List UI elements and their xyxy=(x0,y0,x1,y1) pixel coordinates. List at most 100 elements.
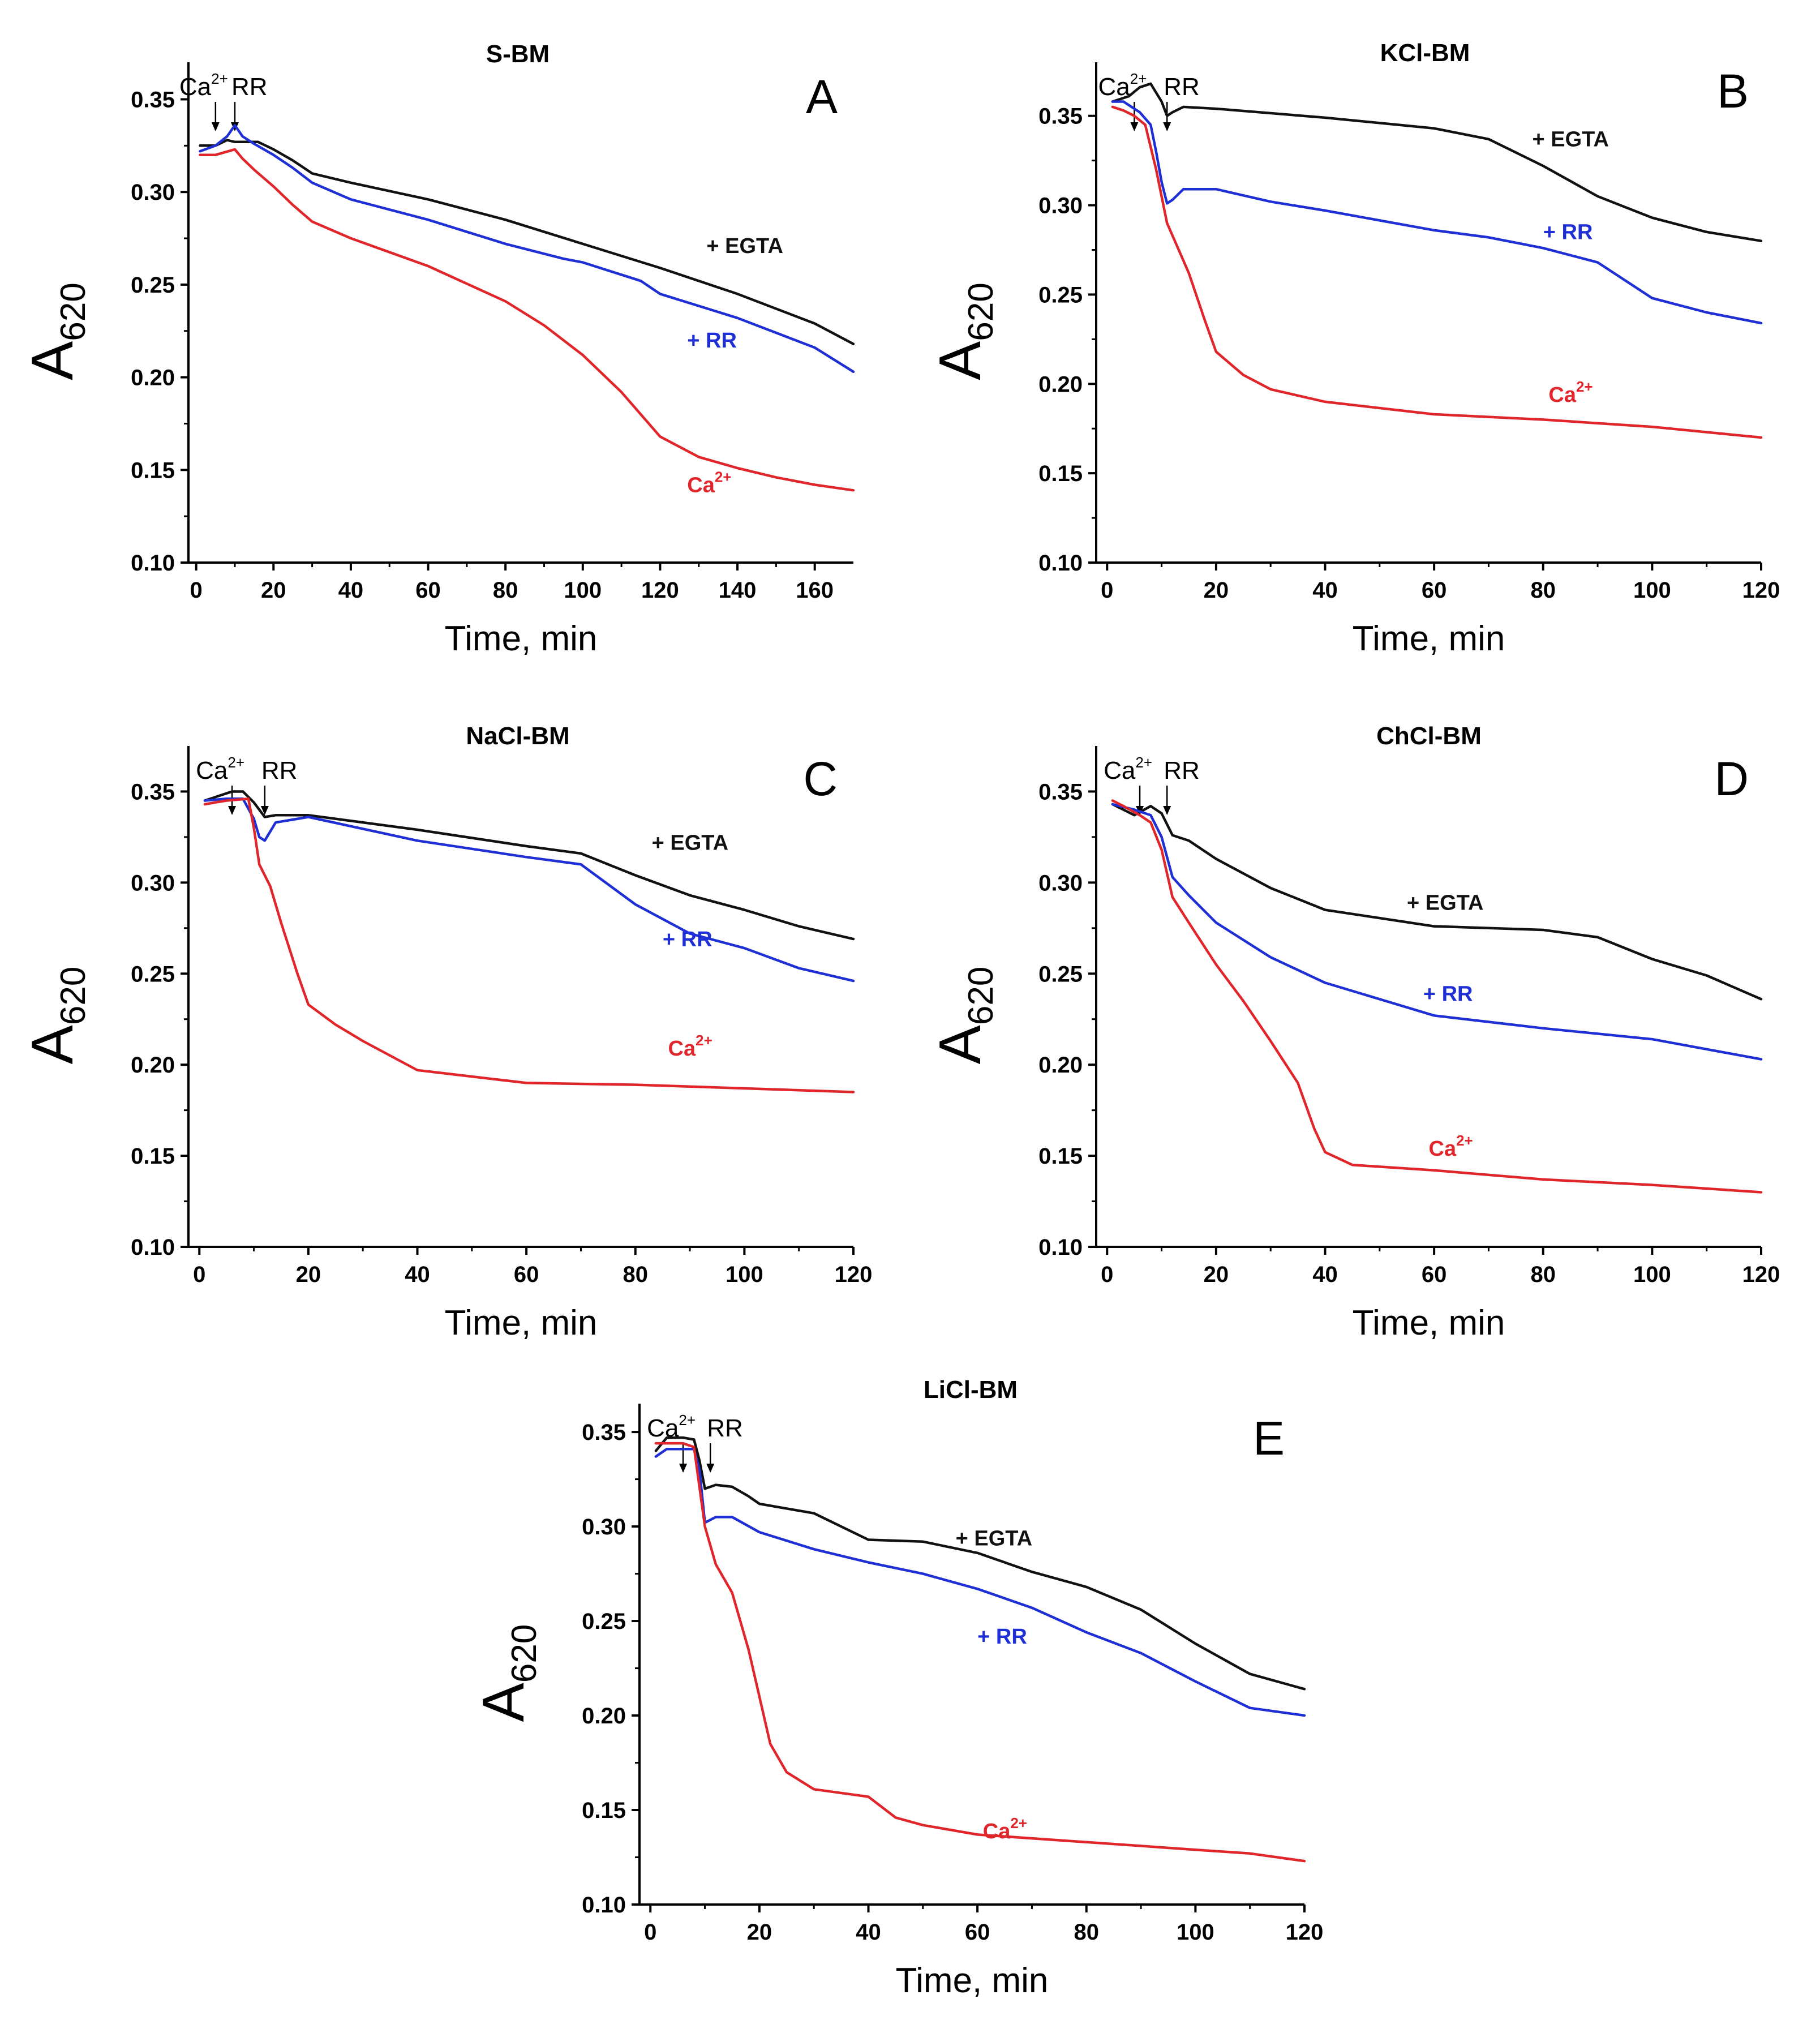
series-line-rr xyxy=(1111,803,1763,1061)
marker-label: Ca2+ xyxy=(1104,754,1152,784)
series-line-egta xyxy=(1111,82,1763,242)
x-tick-label: 100 xyxy=(564,578,602,603)
y-tick-label: 0.20 xyxy=(1038,372,1083,397)
panel-a: 0 20 40 60 80 100 120 140 160 0.10 0.15 0.20 0.25 0.3… xyxy=(20,40,855,658)
marker-arrow-head xyxy=(706,1464,715,1473)
y-axis-subscript: 620 xyxy=(961,282,1001,341)
series-line-egta xyxy=(199,139,855,345)
x-tick-label: 0 xyxy=(644,1920,656,1945)
series-label-rr: + RR xyxy=(1423,983,1473,1006)
x-tick-label: 20 xyxy=(1204,578,1229,603)
x-tick-label: 160 xyxy=(796,578,834,603)
y-tick-label: 0.25 xyxy=(1038,282,1083,307)
y-tick-label: 0.35 xyxy=(131,779,175,804)
series-label-ca: Ca2+ xyxy=(1429,1132,1473,1161)
series-label-egta: + EGTA xyxy=(706,234,783,258)
x-axis-title: Time, min xyxy=(896,1961,1049,2000)
y-tick-label: 0.25 xyxy=(131,273,175,298)
series-label-sup: 2+ xyxy=(1576,378,1593,395)
y-axis-title: A620 xyxy=(928,282,1001,380)
chart-title: KCl-BM xyxy=(1380,39,1470,67)
marker-arrow-head xyxy=(679,1464,688,1473)
x-axis-title: Time, min xyxy=(1353,1303,1505,1343)
panel-d: 0 20 40 60 80 100 120 0.10 0.15 0.20 0.25 0.30 0.35 T… xyxy=(928,722,1780,1343)
x-tick-label: 100 xyxy=(726,1262,763,1287)
marker-arrow-head xyxy=(1130,122,1139,131)
y-tick-label: 0.10 xyxy=(582,1893,626,1918)
panel-letter: B xyxy=(1717,65,1749,118)
x-tick-label: 120 xyxy=(641,578,679,603)
y-tick-label: 0.30 xyxy=(131,180,175,205)
x-tick-label: 80 xyxy=(1531,578,1556,603)
x-tick-label: 120 xyxy=(1742,578,1780,603)
series-line-egta xyxy=(1111,803,1763,1001)
panel-letter: A xyxy=(806,70,838,123)
series-line-ca xyxy=(1111,105,1763,439)
series-label-egta: + EGTA xyxy=(1532,127,1609,151)
series-line-ca xyxy=(199,148,855,492)
x-tick-label: 0 xyxy=(1101,578,1113,603)
y-tick-label: 0.15 xyxy=(1038,461,1083,486)
y-tick-label: 0.25 xyxy=(131,962,175,987)
x-tick-label: 100 xyxy=(1177,1920,1214,1945)
series-line-ca xyxy=(1111,799,1763,1194)
x-tick-label: 0 xyxy=(190,578,203,603)
y-tick-label: 0.15 xyxy=(582,1798,626,1823)
y-axis-subscript: 620 xyxy=(54,282,93,341)
x-tick-label: 0 xyxy=(193,1262,205,1287)
series-label-rr: + RR xyxy=(663,928,712,951)
marker-arrow-head xyxy=(1163,122,1171,131)
panel-letter: D xyxy=(1714,752,1749,805)
x-tick-label: 100 xyxy=(1633,578,1671,603)
series-line-ca xyxy=(203,797,855,1093)
series-label-ca: Ca2+ xyxy=(1548,378,1592,407)
x-tick-label: 0 xyxy=(1101,1262,1113,1287)
chart-title: ChCl-BM xyxy=(1376,722,1482,750)
series-line-rr xyxy=(1111,100,1763,325)
x-tick-label: 100 xyxy=(1633,1262,1671,1287)
series-label-ca: Ca2+ xyxy=(983,1815,1027,1843)
y-tick-label: 0.10 xyxy=(131,1235,175,1260)
x-tick-label: 20 xyxy=(1204,1262,1229,1287)
x-tick-label: 60 xyxy=(1422,578,1447,603)
marker-label: RR xyxy=(231,73,268,101)
y-tick-label: 0.10 xyxy=(1038,551,1083,576)
x-tick-label: 60 xyxy=(1422,1262,1447,1287)
panel-c: 0 20 40 60 80 100 120 0.10 0.15 0.20 0.25 0.30 0.35 T… xyxy=(20,722,872,1343)
y-tick-label: 0.25 xyxy=(1038,962,1083,987)
series-label-sup: 2+ xyxy=(1456,1132,1473,1149)
x-tick-label: 60 xyxy=(965,1920,990,1945)
x-tick-label: 80 xyxy=(1074,1920,1100,1945)
series-label-sup: 2+ xyxy=(715,469,732,486)
y-tick-label: 0.20 xyxy=(1038,1053,1083,1078)
marker-label: Ca2+ xyxy=(196,754,244,784)
series-label-egta: + EGTA xyxy=(652,831,729,855)
marker-label: RR xyxy=(261,757,298,784)
x-tick-label: 20 xyxy=(296,1262,321,1287)
series-line-rr xyxy=(203,797,855,983)
marker-label-sup: 2+ xyxy=(1130,70,1147,87)
series-line-egta xyxy=(654,1436,1306,1691)
series-label-rr: + RR xyxy=(1543,221,1593,245)
y-tick-label: 0.15 xyxy=(1038,1144,1083,1169)
y-tick-label: 0.35 xyxy=(1038,779,1083,804)
y-tick-label: 0.25 xyxy=(582,1609,626,1634)
marker-label: RR xyxy=(1164,73,1200,101)
y-axis-title: A620 xyxy=(928,967,1001,1065)
marker-label-sup: 2+ xyxy=(1135,754,1152,771)
x-tick-label: 120 xyxy=(835,1262,873,1287)
panel-b: 0 20 40 60 80 100 120 0.10 0.15 0.20 0.25 0.30 0.35 T… xyxy=(928,39,1780,658)
marker-label: RR xyxy=(707,1414,743,1442)
x-tick-label: 40 xyxy=(1312,1262,1338,1287)
marker-label-sup: 2+ xyxy=(679,1412,696,1429)
y-tick-label: 0.30 xyxy=(582,1515,626,1539)
y-tick-label: 0.35 xyxy=(582,1420,626,1445)
marker-label-sup: 2+ xyxy=(211,70,228,87)
marker-label: Ca2+ xyxy=(1098,70,1147,101)
series-label-sup: 2+ xyxy=(1010,1815,1027,1832)
series-label-sup: 2+ xyxy=(696,1032,712,1049)
y-tick-label: 0.35 xyxy=(131,87,175,112)
y-tick-label: 0.30 xyxy=(1038,194,1083,218)
chart-title: S-BM xyxy=(486,40,550,68)
marker-arrow-head xyxy=(228,806,237,815)
